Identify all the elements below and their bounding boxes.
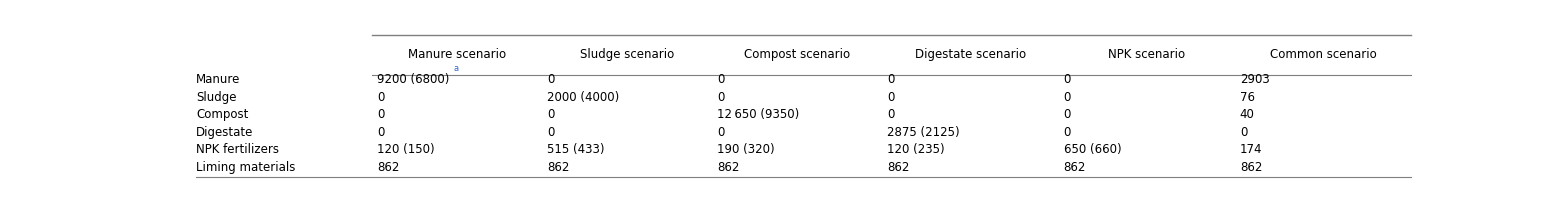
Text: 0: 0 <box>717 73 724 86</box>
Text: 862: 862 <box>1240 161 1262 174</box>
Text: Sludge: Sludge <box>196 91 237 104</box>
Text: 190 (320): 190 (320) <box>717 143 775 156</box>
Text: Sludge scenario: Sludge scenario <box>580 48 674 61</box>
Text: 2875 (2125): 2875 (2125) <box>887 126 960 139</box>
Text: Manure scenario: Manure scenario <box>408 48 506 61</box>
Text: 0: 0 <box>1063 126 1071 139</box>
Text: 862: 862 <box>547 161 569 174</box>
Text: 0: 0 <box>887 108 895 121</box>
Text: 120 (235): 120 (235) <box>887 143 946 156</box>
Text: NPK fertilizers: NPK fertilizers <box>196 143 279 156</box>
Text: 0: 0 <box>376 91 384 104</box>
Text: Manure: Manure <box>196 73 240 86</box>
Text: 2903: 2903 <box>1240 73 1270 86</box>
Text: 0: 0 <box>1240 126 1247 139</box>
Text: 0: 0 <box>547 126 555 139</box>
Text: 174: 174 <box>1240 143 1262 156</box>
Text: 0: 0 <box>717 91 724 104</box>
Text: 0: 0 <box>547 108 555 121</box>
Text: 0: 0 <box>376 126 384 139</box>
Text: 0: 0 <box>1063 73 1071 86</box>
Text: 0: 0 <box>376 108 384 121</box>
Text: 12 650 (9350): 12 650 (9350) <box>717 108 800 121</box>
Text: 515 (433): 515 (433) <box>547 143 605 156</box>
Text: Compost: Compost <box>196 108 248 121</box>
Text: 120 (150): 120 (150) <box>376 143 434 156</box>
Text: 862: 862 <box>376 161 400 174</box>
Text: Compost scenario: Compost scenario <box>745 48 850 61</box>
Text: 862: 862 <box>717 161 740 174</box>
Text: NPK scenario: NPK scenario <box>1109 48 1185 61</box>
Text: Liming materials: Liming materials <box>196 161 295 174</box>
Text: a: a <box>453 64 458 73</box>
Text: 0: 0 <box>1063 91 1071 104</box>
Text: 862: 862 <box>887 161 909 174</box>
Text: 0: 0 <box>887 91 895 104</box>
Text: 0: 0 <box>717 126 724 139</box>
Text: 9200 (6800): 9200 (6800) <box>376 73 450 86</box>
Text: 40: 40 <box>1240 108 1254 121</box>
Text: 0: 0 <box>887 73 895 86</box>
Text: 0: 0 <box>547 73 555 86</box>
Text: 2000 (4000): 2000 (4000) <box>547 91 619 104</box>
Text: 0: 0 <box>1063 108 1071 121</box>
Text: 862: 862 <box>1063 161 1087 174</box>
Text: Digestate scenario: Digestate scenario <box>916 48 1025 61</box>
Text: Digestate: Digestate <box>196 126 254 139</box>
Text: 76: 76 <box>1240 91 1254 104</box>
Text: Common scenario: Common scenario <box>1270 48 1377 61</box>
Text: 650 (660): 650 (660) <box>1063 143 1121 156</box>
